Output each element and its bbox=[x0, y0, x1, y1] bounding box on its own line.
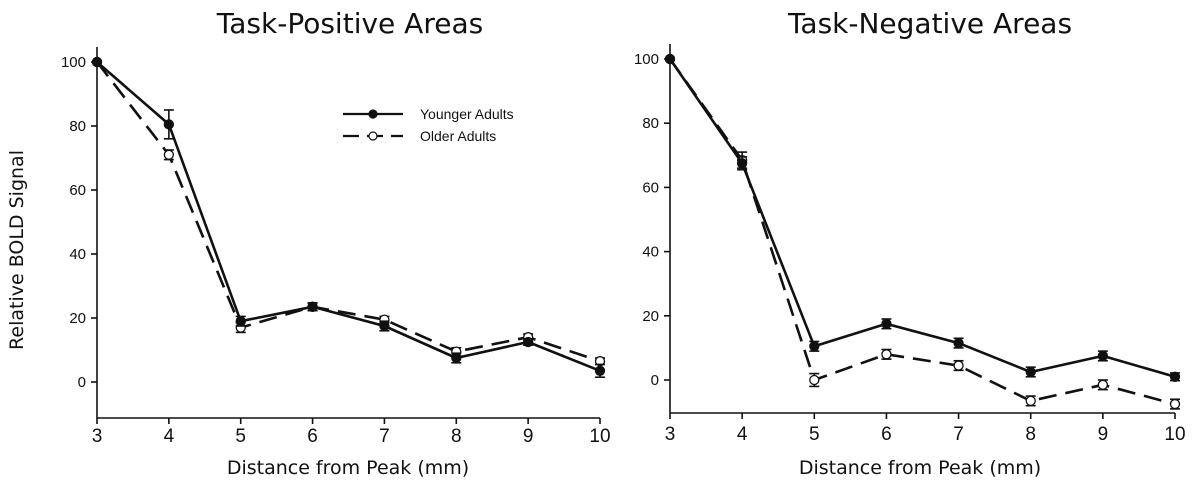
series-line bbox=[668, 58, 1176, 379]
data-point bbox=[809, 374, 820, 386]
x-tick-label: 8 bbox=[451, 426, 462, 447]
y-tick-label: 80 bbox=[642, 115, 659, 132]
x-tick-label: 8 bbox=[1025, 424, 1036, 445]
data-point bbox=[1097, 350, 1109, 362]
data-point bbox=[379, 320, 390, 332]
panel-task-negative: Task-Negative Areas Distance from Peak (… bbox=[634, 7, 1186, 479]
x-tick-label: 6 bbox=[307, 426, 318, 447]
legend-marker-filled bbox=[368, 109, 378, 119]
series-layer bbox=[664, 53, 1181, 410]
data-point bbox=[307, 301, 318, 312]
series-layer bbox=[91, 56, 606, 379]
data-point bbox=[91, 56, 103, 68]
legend-item-younger: Younger Adults bbox=[343, 106, 514, 122]
x-tick-label: 9 bbox=[1098, 424, 1109, 445]
data-point bbox=[1097, 379, 1109, 390]
y-ticks: 0 20 40 60 80 100 bbox=[634, 51, 670, 389]
data-point bbox=[1025, 395, 1036, 407]
legend-marker-open bbox=[368, 131, 378, 141]
series-line bbox=[95, 61, 601, 363]
data-point bbox=[235, 316, 246, 327]
y-tick-label: 60 bbox=[642, 179, 659, 196]
x-tick-label: 6 bbox=[881, 424, 892, 445]
x-tick-label: 5 bbox=[235, 426, 246, 447]
series-line bbox=[96, 61, 601, 373]
legend-item-older: Older Adults bbox=[343, 128, 496, 144]
y-tick-label: 100 bbox=[634, 51, 659, 68]
y-tick-label: 0 bbox=[78, 374, 86, 391]
y-axis-label: Relative BOLD Signal bbox=[6, 150, 28, 350]
data-point bbox=[953, 337, 964, 349]
axes bbox=[669, 44, 1175, 414]
data-point bbox=[594, 365, 606, 376]
y-tick-label: 100 bbox=[61, 54, 86, 71]
x-ticks: 3 4 5 6 7 8 9 10 bbox=[665, 413, 1186, 445]
data-point bbox=[522, 336, 534, 348]
data-point bbox=[1169, 371, 1181, 382]
data-point bbox=[736, 158, 748, 169]
y-tick-label: 40 bbox=[69, 246, 86, 263]
legend: Younger Adults Older Adults bbox=[343, 106, 514, 144]
y-tick-label: 20 bbox=[69, 310, 86, 327]
y-tick-label: 0 bbox=[651, 372, 659, 389]
x-tick-label: 7 bbox=[379, 426, 390, 447]
y-tick-label: 40 bbox=[642, 244, 659, 261]
y-tick-label: 80 bbox=[69, 118, 86, 135]
x-ticks: 3 4 5 6 7 8 9 10 bbox=[92, 418, 611, 447]
y-tick-label: 20 bbox=[642, 308, 659, 325]
y-tick-label: 60 bbox=[69, 182, 86, 199]
data-point bbox=[881, 318, 892, 329]
x-tick-label: 3 bbox=[665, 424, 676, 445]
axes bbox=[96, 47, 600, 419]
series-older-adults bbox=[91, 56, 606, 367]
data-point bbox=[664, 53, 676, 65]
x-tick-label: 3 bbox=[92, 426, 103, 447]
panel-title: Task-Positive Areas bbox=[216, 7, 483, 40]
x-tick-label: 7 bbox=[953, 424, 964, 445]
data-point bbox=[809, 341, 820, 352]
data-point bbox=[163, 149, 175, 160]
x-tick-label: 10 bbox=[589, 426, 610, 447]
x-tick-label: 4 bbox=[164, 426, 175, 447]
panel-task-positive: Task-Positive Areas Relative BOLD Signal… bbox=[6, 7, 611, 479]
data-point bbox=[1169, 398, 1181, 410]
legend-label: Younger Adults bbox=[420, 106, 514, 122]
series-younger-adults bbox=[91, 56, 606, 379]
data-point bbox=[163, 119, 175, 130]
data-point bbox=[1025, 366, 1036, 378]
data-point bbox=[953, 360, 964, 371]
x-axis-label: Distance from Peak (mm) bbox=[799, 457, 1041, 479]
data-point bbox=[881, 349, 892, 360]
series-younger-adults bbox=[664, 53, 1181, 382]
x-tick-label: 9 bbox=[523, 426, 534, 447]
panel-title: Task-Negative Areas bbox=[787, 7, 1072, 40]
data-point bbox=[451, 352, 462, 364]
x-tick-label: 5 bbox=[809, 424, 820, 445]
x-tick-label: 10 bbox=[1164, 424, 1185, 445]
x-tick-label: 4 bbox=[737, 424, 748, 445]
x-axis-label: Distance from Peak (mm) bbox=[227, 457, 469, 479]
y-ticks: 0 20 40 60 80 100 bbox=[61, 54, 97, 391]
legend-label: Older Adults bbox=[420, 128, 496, 144]
